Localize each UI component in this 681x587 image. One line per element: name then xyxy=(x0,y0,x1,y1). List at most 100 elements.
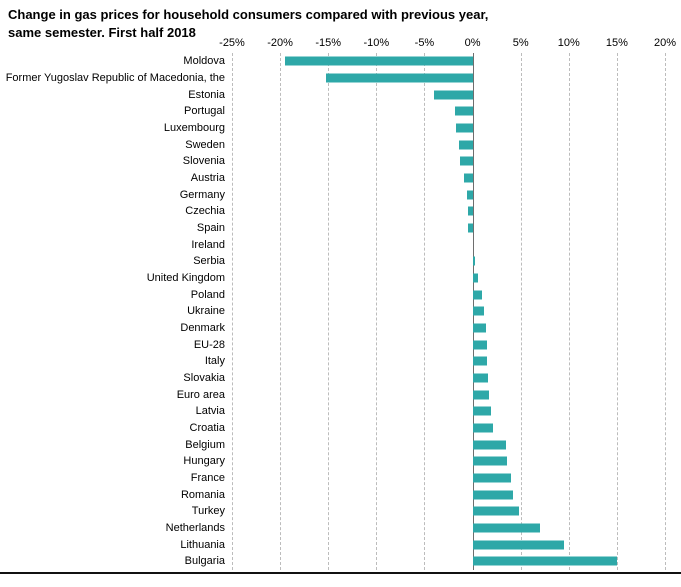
bar xyxy=(472,490,513,500)
bar xyxy=(455,106,473,116)
bar xyxy=(472,440,507,450)
country-label: Ukraine xyxy=(187,305,225,318)
bar xyxy=(472,506,519,516)
bar-area xyxy=(232,470,665,487)
bar xyxy=(472,540,564,550)
gridline xyxy=(424,53,426,570)
bar xyxy=(472,356,487,366)
bar xyxy=(467,206,473,216)
country-label: Slovenia xyxy=(182,155,225,168)
bar xyxy=(472,456,508,466)
chart-row: Serbia xyxy=(0,253,681,270)
bar-area xyxy=(232,86,665,103)
x-tick-label: 5% xyxy=(512,37,529,49)
chart-row: Hungary xyxy=(0,453,681,470)
bar xyxy=(463,173,473,183)
bar-area xyxy=(232,353,665,370)
bar xyxy=(472,256,476,266)
gridline xyxy=(616,53,618,570)
bar-area xyxy=(232,336,665,353)
chart-title-line2: same semester. First half 2018 xyxy=(8,24,196,40)
bar-area xyxy=(232,286,665,303)
country-label: Moldova xyxy=(183,55,225,68)
country-label: France xyxy=(190,472,225,485)
bar-area xyxy=(232,203,665,220)
country-label: Turkey xyxy=(191,505,225,518)
country-label: Latvia xyxy=(195,405,225,418)
chart-row: Ukraine xyxy=(0,303,681,320)
bar xyxy=(472,473,512,483)
bar xyxy=(472,390,489,400)
bar-area xyxy=(232,436,665,453)
x-tick-label: 10% xyxy=(557,37,580,49)
chart-row: Austria xyxy=(0,170,681,187)
bar-area xyxy=(232,420,665,437)
bar-area xyxy=(232,386,665,403)
chart-row: Slovakia xyxy=(0,370,681,387)
bar xyxy=(472,523,540,533)
chart-title: Change in gas prices for household consu… xyxy=(8,6,673,41)
country-label: United Kingdom xyxy=(146,272,225,285)
gridline xyxy=(520,53,522,570)
bar-area xyxy=(232,303,665,320)
bar xyxy=(472,273,479,283)
bar-area xyxy=(232,153,665,170)
country-label: Czechia xyxy=(185,205,225,218)
bar-area xyxy=(232,370,665,387)
chart-row: Belgium xyxy=(0,436,681,453)
bar-area xyxy=(232,53,665,70)
x-axis-tick-labels: -25% -20% -15% -10% -5% 0% 5% 10% 15% 20% xyxy=(219,37,676,51)
bar-area xyxy=(232,270,665,287)
plot-area: Moldova Former Yugoslav Republic of Maced… xyxy=(0,53,681,570)
bar xyxy=(472,373,488,383)
bar-area xyxy=(232,70,665,87)
country-label: Romania xyxy=(180,488,225,501)
x-tick-label: 20% xyxy=(653,37,677,49)
gridline xyxy=(328,53,330,570)
bar xyxy=(466,190,473,200)
chart-row: Sweden xyxy=(0,136,681,153)
chart-row: Bulgaria xyxy=(0,553,681,570)
country-label: Portugal xyxy=(184,105,225,118)
country-label: Croatia xyxy=(189,422,225,435)
country-label: Poland xyxy=(190,288,225,301)
chart-row: Turkey xyxy=(0,503,681,520)
bar xyxy=(472,556,617,566)
bottom-axis-line xyxy=(0,572,681,574)
country-label: Germany xyxy=(179,188,225,201)
country-label: Austria xyxy=(190,172,225,185)
chart-row: Netherlands xyxy=(0,520,681,537)
chart-row: Italy xyxy=(0,353,681,370)
bar xyxy=(460,156,473,166)
chart-row: EU-28 xyxy=(0,336,681,353)
country-label: Lithuania xyxy=(180,538,225,551)
chart-row: Romania xyxy=(0,486,681,503)
chart-row: Spain xyxy=(0,220,681,237)
bar xyxy=(284,56,473,66)
chart-row: Lithuania xyxy=(0,536,681,553)
chart-row: Poland xyxy=(0,286,681,303)
gridline xyxy=(232,53,233,570)
bar xyxy=(456,123,473,133)
gridline xyxy=(280,53,282,570)
bar xyxy=(472,423,493,433)
country-label: Denmark xyxy=(180,322,225,335)
chart-row: Germany xyxy=(0,186,681,203)
chart-row: Luxembourg xyxy=(0,120,681,137)
gridline xyxy=(568,53,570,570)
bar xyxy=(472,323,487,333)
chart-row: Ireland xyxy=(0,236,681,253)
bar xyxy=(472,290,483,300)
bar-area xyxy=(232,253,665,270)
chart-row: Moldova xyxy=(0,53,681,70)
chart-row: Former Yugoslav Republic of Macedonia, t… xyxy=(0,70,681,87)
country-label: Estonia xyxy=(188,88,225,101)
chart-row: France xyxy=(0,470,681,487)
bar xyxy=(467,223,473,233)
country-label: Belgium xyxy=(185,438,225,451)
bar-area xyxy=(232,120,665,137)
bar-area xyxy=(232,186,665,203)
country-label: Former Yugoslav Republic of Macedonia, t… xyxy=(5,72,225,84)
gridline xyxy=(376,53,378,570)
bar-area xyxy=(232,503,665,520)
